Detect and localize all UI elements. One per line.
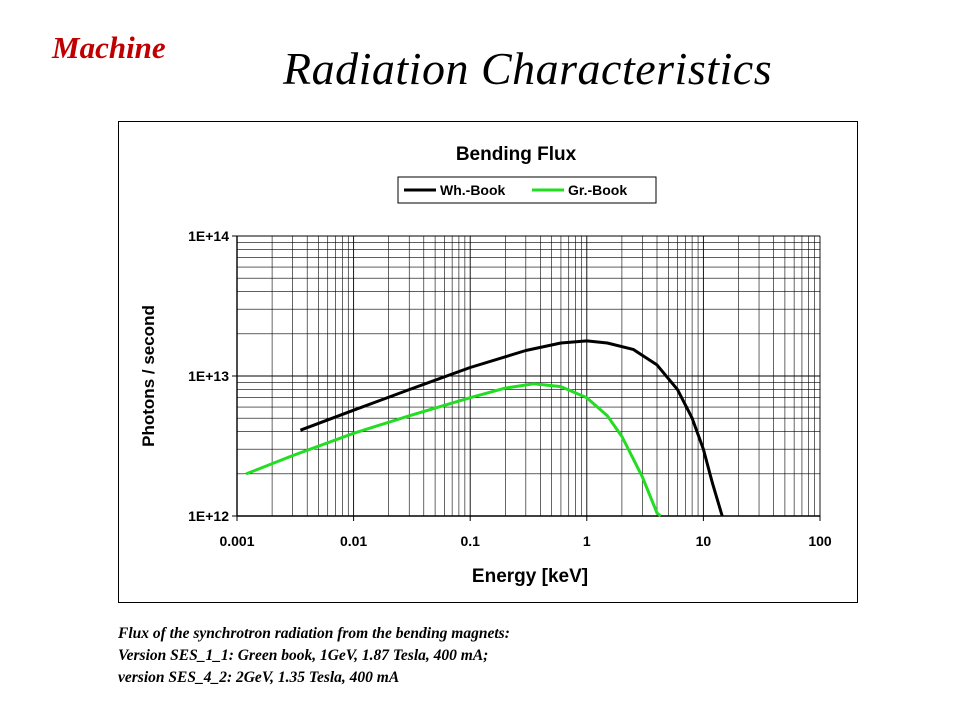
series-line-wh-book [299,339,724,517]
slide-title: Radiation Characteristics [283,43,773,94]
y-tick-label: 1E+12 [188,508,229,524]
caption-line-3: version SES_4_2: 2GeV, 1.35 Tesla, 400 m… [118,669,400,686]
x-tick-label: 100 [808,533,832,549]
series-line-gr-book [245,382,662,518]
legend-box [397,176,657,204]
x-axis-label: Energy [keV] [472,566,588,587]
chart-title: Bending Flux [456,144,577,165]
chart-frame: Bending Flux 0.001 0.01 0.1 1 10 100 1E+12 1E+1… [118,121,858,603]
section-label: Machine [52,30,166,65]
caption-line-1: Flux of the synchrotron radiation from t… [118,625,510,642]
x-tick-label: 0.1 [460,533,480,549]
bending-flux-chart: Bending Flux 0.001 0.01 0.1 1 10 100 1E+12 1E+1… [139,144,832,587]
legend: Wh.-Book Gr.-Book [397,176,657,204]
grid [236,235,821,517]
y-tick-label: 1E+14 [188,228,229,244]
series-layer [245,339,724,518]
x-tick-label: 0.001 [219,533,254,549]
figure-caption: Flux of the synchrotron radiation from t… [118,623,510,689]
x-tick-label: 1 [583,533,591,549]
legend-label: Wh.-Book [440,182,506,198]
y-tick-label: 1E+13 [188,368,229,384]
x-tick-label: 0.01 [340,533,367,549]
caption-line-2: Version SES_1_1: Green book, 1GeV, 1.87 … [118,647,489,664]
axes: 0.001 0.01 0.1 1 10 100 1E+12 1E+13 1E+14 [188,228,832,549]
x-tick-label: 10 [696,533,712,549]
legend-label: Gr.-Book [568,182,627,198]
y-axis-label: Photons / second [139,305,158,447]
